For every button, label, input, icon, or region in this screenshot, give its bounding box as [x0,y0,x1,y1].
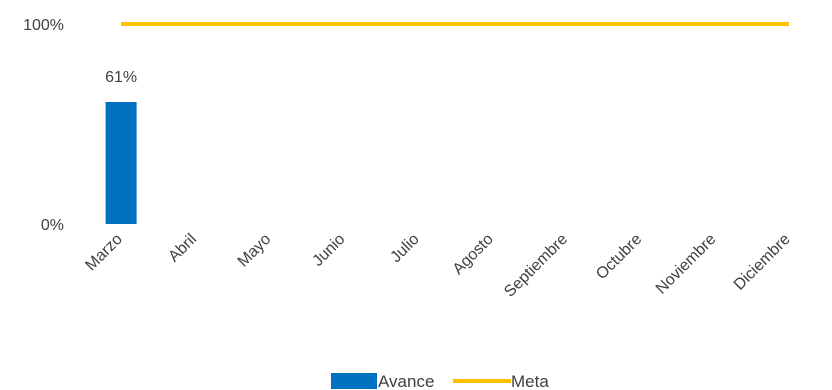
legend-swatch-avance [331,373,377,389]
x-tick-label: Junio [309,231,348,270]
y-tick-label: 100% [23,17,64,34]
x-tick-label: Agosto [450,231,497,278]
legend-label: Meta [511,372,549,390]
plot-area: 61% [105,22,789,224]
legend-label: Avance [378,372,434,390]
x-axis-ticks: Marzo Abril Mayo Junio Julio Agosto Septiembre… [82,231,793,301]
bar-avance [105,102,137,224]
x-tick-label: Noviembre [653,231,720,298]
x-tick-label: Octubre [593,231,645,283]
x-tick-label: Abril [165,231,200,266]
data-label: 61% [105,69,137,86]
x-tick-label: Septiembre [501,231,571,301]
y-tick-label: 0% [41,217,64,234]
x-tick-label: Julio [387,231,422,266]
y-axis-ticks: 0% 100% [23,17,64,234]
x-tick-label: Mayo [235,231,275,271]
x-tick-label: Marzo [82,231,126,275]
x-tick-label: Diciembre [731,231,794,294]
legend: Avance Meta [331,372,549,390]
